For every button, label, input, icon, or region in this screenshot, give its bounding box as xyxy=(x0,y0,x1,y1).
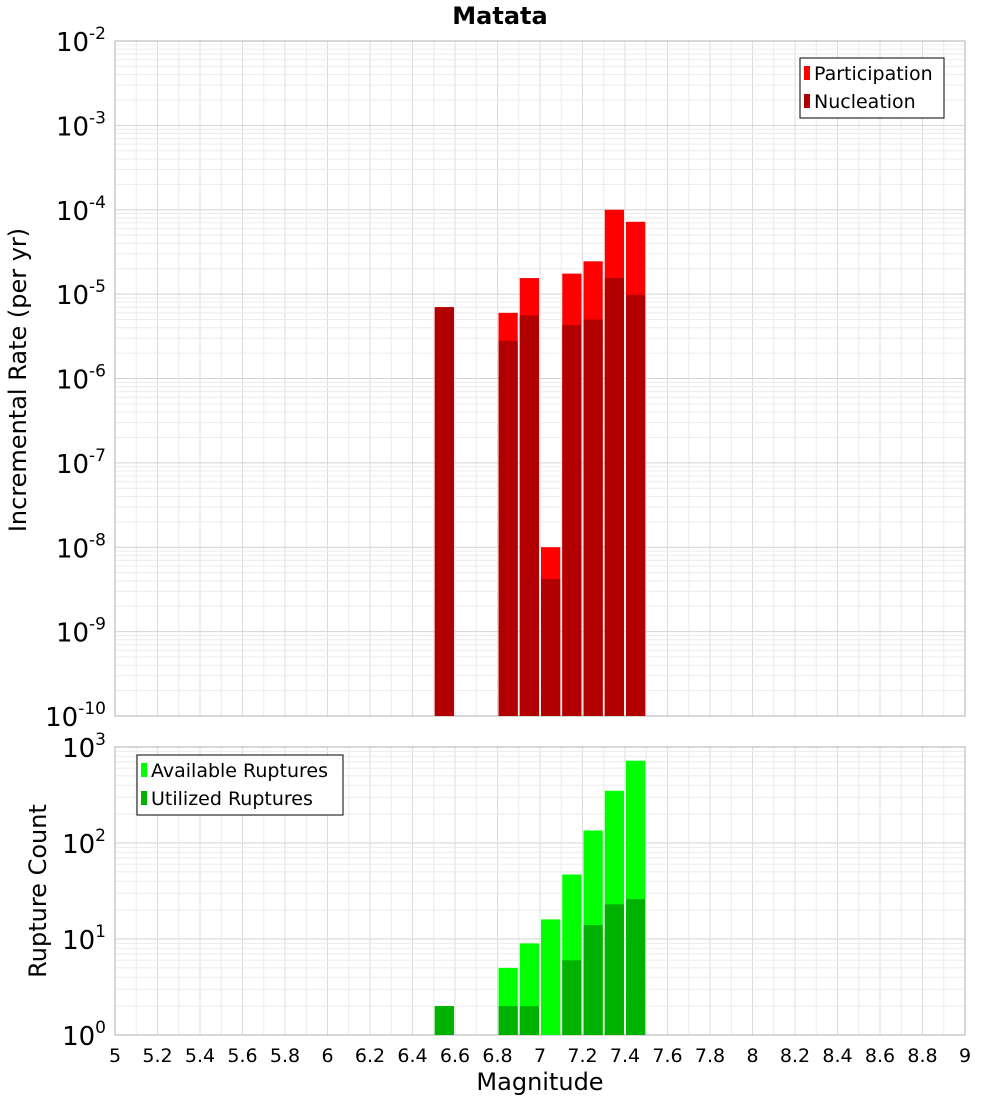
bar xyxy=(498,1006,518,1035)
bar xyxy=(541,579,561,716)
legend-label: Nucleation xyxy=(814,91,916,113)
x-axis-label: Magnitude xyxy=(476,1068,603,1096)
y-tick-label: 10-8 xyxy=(56,530,106,564)
count-panel-legend: Available Ruptures Utilized Ruptures xyxy=(136,754,344,816)
series-nucleation xyxy=(434,278,646,716)
bar xyxy=(562,325,582,716)
x-tick-label: 7 xyxy=(534,1045,546,1067)
y-axis-label-count: Rupture Count xyxy=(24,804,52,978)
series-utilized-ruptures xyxy=(434,899,646,1035)
x-tick-label: 7.6 xyxy=(652,1045,682,1067)
y-tick-label: 10-3 xyxy=(56,108,106,142)
x-tick-label: 7.8 xyxy=(695,1045,725,1067)
legend-box xyxy=(799,57,945,119)
y-tick-label: 100 xyxy=(62,1018,106,1052)
y-tick-label: 101 xyxy=(62,922,106,956)
bar xyxy=(519,1006,539,1035)
bar xyxy=(541,919,561,1035)
rate-panel-y-ticks: 10-10 10-9 10-8 10-7 10-6 10-5 10-4 10-3 10-2 xyxy=(45,24,106,733)
y-tick-label: 10-7 xyxy=(56,446,106,480)
bar xyxy=(562,960,582,1035)
y-tick-label: 102 xyxy=(62,826,106,860)
x-tick-label: 5.4 xyxy=(185,1045,215,1067)
legend-box xyxy=(136,754,344,816)
legend-swatch xyxy=(141,791,147,805)
legend-label: Utilized Ruptures xyxy=(151,788,313,810)
x-tick-label: 8.2 xyxy=(780,1045,810,1067)
count-panel-y-ticks: 100 101 102 103 xyxy=(62,730,106,1052)
rate-panel-frame xyxy=(114,40,966,717)
x-tick-label: 5.8 xyxy=(270,1045,300,1067)
x-tick-label: 6 xyxy=(321,1045,333,1067)
x-tick-label: 7.4 xyxy=(610,1045,640,1067)
bar xyxy=(434,307,454,716)
y-tick-label: 10-6 xyxy=(56,362,106,396)
y-tick-label: 10-5 xyxy=(56,277,106,311)
count-panel-frame xyxy=(114,746,966,1036)
y-tick-label: 10-4 xyxy=(56,193,106,227)
x-tick-label: 8.4 xyxy=(822,1045,852,1067)
bar xyxy=(626,294,646,716)
x-tick-label: 8.6 xyxy=(865,1045,895,1067)
x-tick-label: 8 xyxy=(746,1045,758,1067)
y-axis-label-rate: Incremental Rate (per yr) xyxy=(4,228,32,532)
y-tick-label: 10-10 xyxy=(45,699,106,733)
x-tick-label: 6.8 xyxy=(482,1045,512,1067)
legend-swatch xyxy=(804,66,810,80)
x-tick-label: 9 xyxy=(959,1045,971,1067)
bar xyxy=(434,1006,454,1035)
bar xyxy=(583,924,603,1035)
x-tick-label: 5.6 xyxy=(227,1045,257,1067)
x-tick-label: 7.2 xyxy=(567,1045,597,1067)
chart-title: Matata xyxy=(452,2,548,30)
rate-panel-legend: Participation Nucleation xyxy=(799,57,945,119)
x-tick-label: 5 xyxy=(109,1045,121,1067)
y-tick-label: 103 xyxy=(62,730,106,764)
legend-label: Available Ruptures xyxy=(151,760,328,782)
x-tick-label: 6.6 xyxy=(440,1045,470,1067)
legend-label: Participation xyxy=(814,63,933,85)
x-tick-label: 8.8 xyxy=(907,1045,937,1067)
legend-swatch xyxy=(804,94,810,108)
y-tick-label: 10-9 xyxy=(56,615,106,649)
bar xyxy=(498,340,518,716)
x-ticks: 5 5.2 5.4 5.6 5.8 6 6.2 6.4 6.6 6.8 7 7.2 7.4 7.6 7.8 8… xyxy=(109,1045,971,1067)
bar xyxy=(583,319,603,716)
bar xyxy=(604,904,624,1035)
bar xyxy=(604,278,624,716)
x-tick-label: 6.4 xyxy=(397,1045,427,1067)
rate-panel-grid xyxy=(114,41,966,717)
x-tick-label: 6.2 xyxy=(355,1045,385,1067)
x-tick-label: 5.2 xyxy=(142,1045,172,1067)
bar xyxy=(519,315,539,716)
legend-swatch xyxy=(141,763,147,777)
y-tick-label: 10-2 xyxy=(56,24,106,58)
bar xyxy=(626,899,646,1035)
